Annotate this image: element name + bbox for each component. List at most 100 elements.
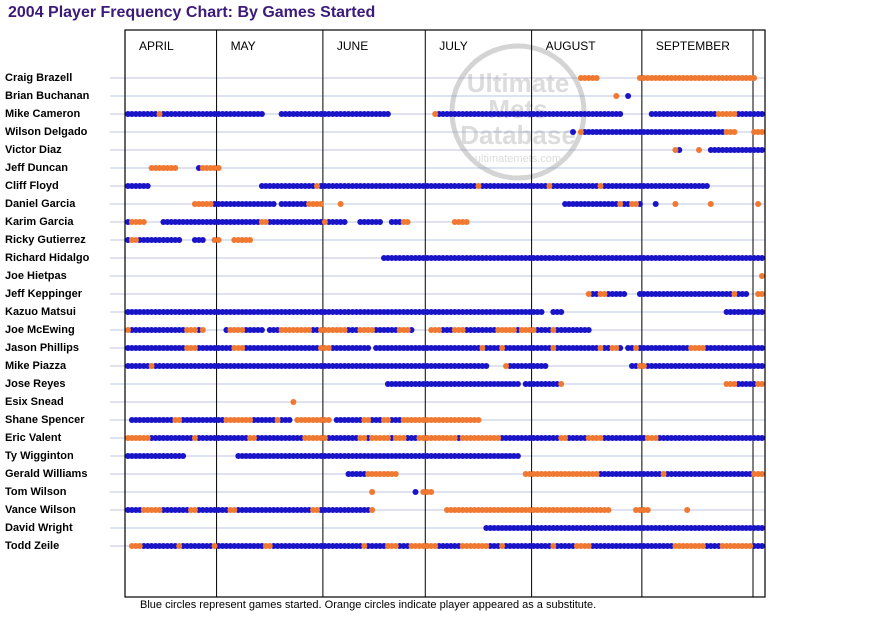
player-name: Victor Diaz — [5, 144, 62, 156]
game-started-dot — [759, 309, 765, 315]
game-dots — [125, 75, 765, 549]
game-started-dot — [570, 129, 576, 135]
substitute-dot — [755, 201, 762, 207]
player-name: Wilson Delgado — [5, 126, 88, 138]
player-name: Mike Cameron — [5, 108, 81, 120]
substitute-dot — [136, 543, 143, 549]
substitute-dot — [251, 435, 257, 441]
substitute-dot — [577, 129, 584, 135]
game-started-dot — [538, 309, 545, 315]
game-started-dot — [176, 237, 183, 243]
game-started-dot — [621, 291, 628, 297]
substitute-dot — [510, 327, 517, 333]
watermark-line1: Ultimate — [467, 68, 570, 98]
game-started-dot — [199, 237, 206, 243]
substitute-dot — [325, 345, 332, 351]
substitute-dot — [215, 165, 222, 171]
substitute-dot — [306, 327, 313, 333]
game-started-dot — [759, 543, 765, 549]
substitute-dot — [495, 435, 502, 441]
substitute-dot — [199, 327, 206, 333]
player-name: Richard Hidalgo — [5, 252, 90, 264]
substitute-dot — [239, 327, 246, 333]
substitute-dot — [633, 345, 639, 351]
month-label: JULY — [439, 39, 468, 53]
substitute-dot — [550, 345, 557, 351]
player-name: Craig Brazell — [5, 72, 73, 84]
substitute-dot — [451, 435, 458, 441]
substitute-dot — [191, 327, 198, 333]
substitute-dot — [274, 417, 281, 423]
substitute-dot — [266, 543, 273, 549]
substitute-dot — [585, 291, 592, 297]
substitute-dot — [499, 543, 506, 549]
game-started-dot — [743, 291, 750, 297]
legend-note: Blue circles represent games started. Or… — [140, 599, 597, 611]
substitute-dot — [176, 417, 183, 423]
player-name: Tom Wilson — [5, 486, 67, 498]
player-name: Eric Valent — [5, 432, 62, 444]
substitute-dot — [640, 363, 647, 369]
month-label: JUNE — [336, 39, 369, 53]
substitute-dot — [247, 417, 254, 423]
substitute-dot — [290, 399, 297, 405]
substitute-dot — [144, 435, 151, 441]
game-started-dot — [759, 345, 765, 351]
player-name: Brian Buchanan — [5, 90, 90, 102]
game-started-dot — [759, 525, 765, 531]
substitute-dot — [365, 417, 372, 423]
substitute-dot — [156, 111, 163, 117]
watermark-line2: Mets — [488, 94, 547, 124]
month-label: AUGUST — [545, 39, 596, 53]
substitute-dot — [475, 417, 482, 423]
player-name: Daniel Garcia — [5, 198, 76, 210]
substitute-dot — [613, 93, 620, 99]
player-name: David Wright — [5, 522, 73, 534]
substitute-dot — [684, 507, 691, 513]
substitute-dot — [731, 381, 738, 387]
substitute-dot — [731, 291, 738, 297]
game-started-dot — [585, 327, 592, 333]
player-name: Jason Phillips — [5, 342, 79, 354]
substitute-dot — [696, 147, 702, 153]
substitute-dot — [593, 471, 600, 477]
game-started-dot — [180, 453, 187, 459]
substitute-dot — [463, 219, 470, 225]
substitute-dot — [499, 345, 506, 351]
substitute-dot — [428, 489, 435, 495]
substitute-dot — [207, 201, 214, 207]
substitute-dot — [459, 327, 466, 333]
substitute-dot — [176, 543, 183, 549]
player-name: Gerald Williams — [5, 468, 88, 480]
substitute-dot — [191, 435, 198, 441]
game-started-dot — [652, 201, 659, 207]
chart-title: 2004 Player Frequency Chart: By Games St… — [8, 4, 376, 21]
substitute-dot — [731, 111, 738, 117]
game-started-dot — [759, 435, 765, 441]
substitute-dot — [361, 543, 368, 549]
substitute-dot — [361, 435, 368, 441]
game-started-dot — [703, 183, 710, 189]
substitute-dot — [400, 435, 407, 441]
game-started-dot — [365, 345, 372, 351]
substitute-dot — [731, 129, 738, 135]
game-started-dot — [514, 381, 521, 387]
substitute-dot — [699, 543, 706, 549]
substitute-dot — [341, 327, 348, 333]
game-started-dot — [759, 255, 765, 261]
substitute-dot — [558, 381, 565, 387]
substitute-dot — [759, 381, 765, 387]
player-name: Joe Hietpas — [5, 270, 67, 282]
game-started-dot — [270, 201, 277, 207]
substitute-dot — [530, 327, 537, 333]
game-started-dot — [514, 453, 521, 459]
substitute-dot — [321, 435, 328, 441]
substitute-dot — [432, 543, 439, 549]
substitute-dot — [314, 183, 320, 189]
month-label: APRIL — [139, 39, 174, 53]
substitute-dot — [337, 201, 344, 207]
game-started-dot — [258, 327, 265, 333]
player-name: Mike Piazza — [5, 360, 67, 372]
substitute-dot — [392, 543, 399, 549]
